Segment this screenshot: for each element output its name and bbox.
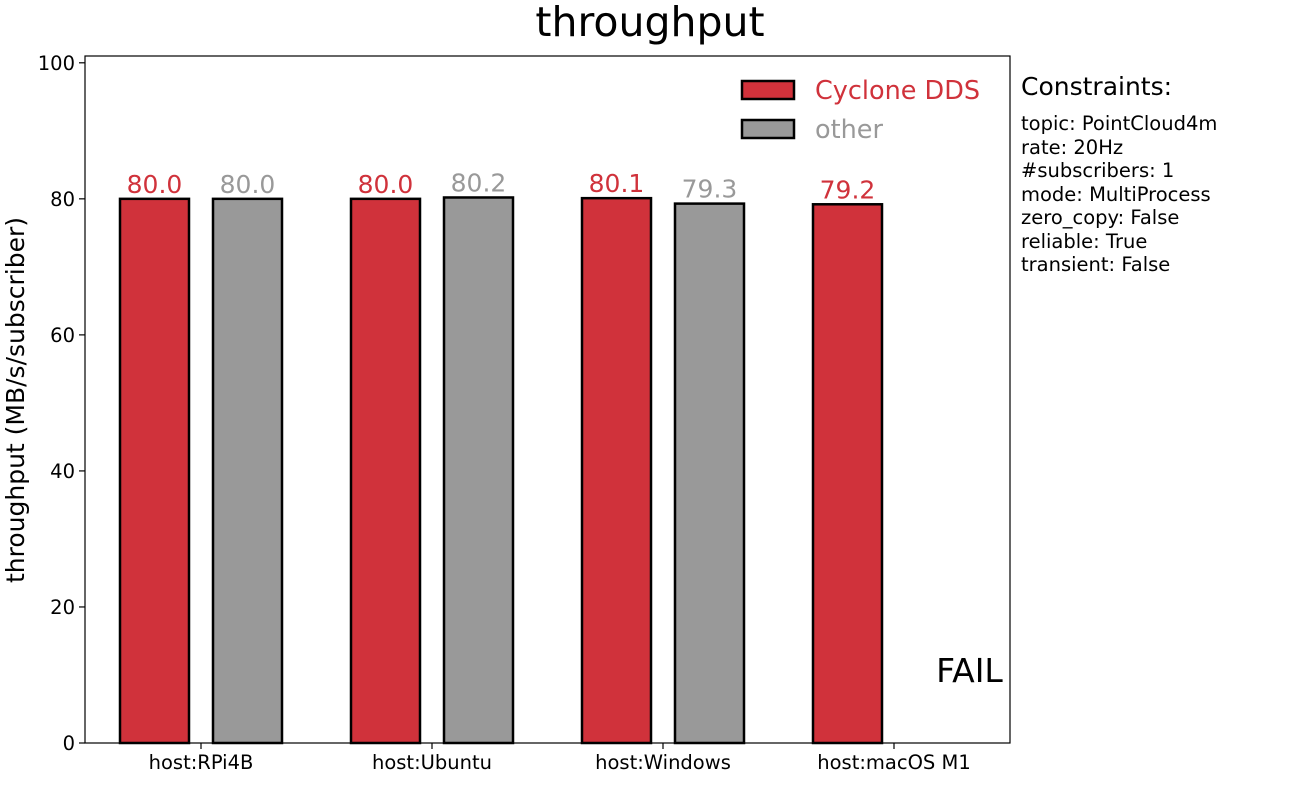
constraint-line: #subscribers: 1 — [1021, 159, 1175, 182]
bar-value-label: 79.2 — [820, 175, 876, 204]
bar — [211, 197, 284, 745]
x-tick-label: host:Ubuntu — [372, 751, 492, 774]
y-tick-label: 60 — [50, 324, 75, 347]
constraint-line: mode: MultiProcess — [1021, 182, 1211, 206]
y-tick-label: 20 — [50, 596, 75, 619]
bar — [811, 203, 884, 745]
constraint-line: reliable: True — [1021, 229, 1148, 253]
legend-label: Cyclone DDS — [815, 76, 980, 106]
bar — [442, 196, 515, 745]
legend-swatch — [740, 118, 796, 140]
constraints-title: Constraints: — [1021, 72, 1173, 101]
bar-value-label: 80.2 — [451, 168, 507, 197]
bar-value-label: 80.0 — [127, 170, 183, 199]
plot-frame — [84, 55, 1011, 744]
y-tick-label: 100 — [38, 52, 75, 75]
x-tick-label: host:RPi4B — [149, 751, 254, 774]
bar-value-label: 80.1 — [589, 169, 645, 198]
bar — [673, 202, 746, 745]
x-tick-label: host:Windows — [595, 751, 731, 774]
y-tick-label: 40 — [50, 460, 75, 483]
bar-value-label: 80.0 — [220, 170, 276, 199]
constraint-line: zero_copy: False — [1021, 206, 1180, 229]
constraints-panel: Constraints: topic: PointCloud4m rate: 2… — [1021, 72, 1217, 277]
bar-value-label: 79.3 — [682, 175, 738, 204]
constraint-line: transient: False — [1021, 253, 1171, 276]
y-axis-label: throughput (MB/s/subscriber) — [1, 217, 30, 583]
bar — [349, 197, 422, 745]
bar — [118, 197, 191, 745]
y-tick-label: 80 — [50, 188, 75, 211]
x-tick-label: host:macOS M1 — [817, 751, 971, 774]
legend-label: other — [815, 115, 883, 145]
y-tick-label: 0 — [63, 732, 75, 755]
bar — [580, 196, 653, 745]
constraint-line: rate: 20Hz — [1021, 135, 1124, 159]
chart-title: throughput — [535, 0, 764, 46]
legend-swatch — [740, 79, 796, 101]
constraint-line: topic: PointCloud4m — [1021, 112, 1218, 135]
fail-annotation: FAIL — [936, 651, 1003, 690]
bar-value-label: 80.0 — [358, 170, 414, 199]
